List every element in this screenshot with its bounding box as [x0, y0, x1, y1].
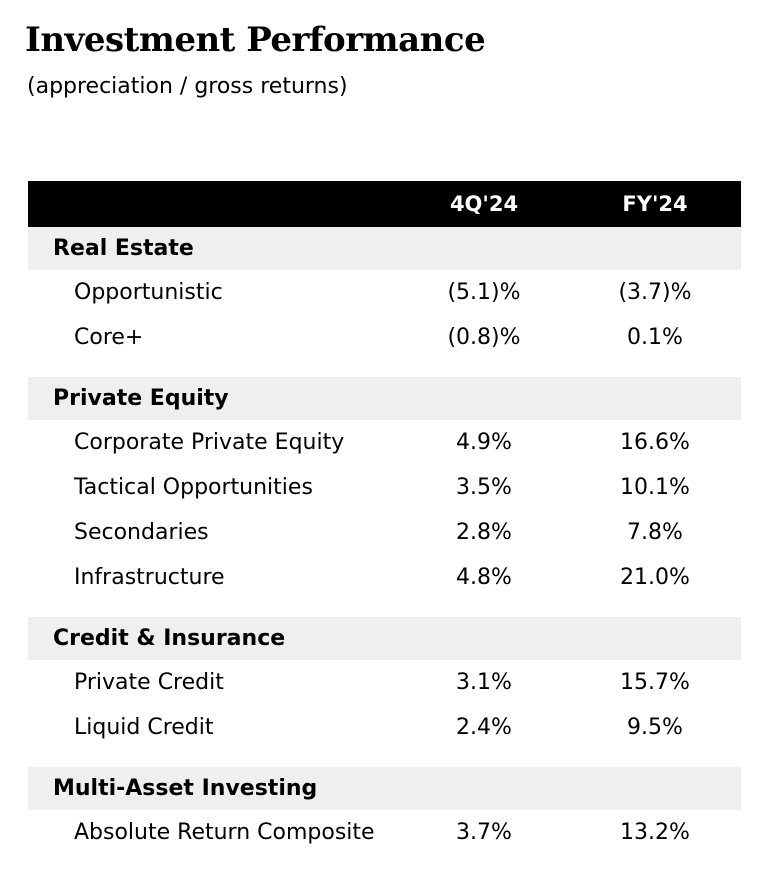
value-fy24: 16.6%	[620, 430, 690, 455]
value-fy24: 0.1%	[627, 325, 683, 350]
column-header-4q24: 4Q'24	[449, 192, 519, 216]
table-row: Tactical Opportunities 3.5% 10.1%	[28, 465, 741, 510]
row-label: Secondaries	[74, 520, 209, 545]
table-row: Secondaries 2.8% 7.8%	[28, 510, 741, 555]
performance-table: 4Q'24 FY'24 Real Estate Opportunistic (5…	[28, 181, 741, 855]
row-label: Absolute Return Composite	[74, 820, 375, 845]
value-4q24: 4.9%	[456, 430, 512, 455]
section-label: Credit & Insurance	[53, 626, 286, 651]
row-label: Tactical Opportunities	[74, 475, 313, 500]
value-fy24: 13.2%	[620, 820, 690, 845]
section-header-credit-insurance: Credit & Insurance	[28, 617, 741, 660]
value-4q24: 3.5%	[456, 475, 512, 500]
table-row: Absolute Return Composite 3.7% 13.2%	[28, 810, 741, 855]
row-label: Core+	[74, 325, 144, 350]
table-row: Private Credit 3.1% 15.7%	[28, 660, 741, 705]
row-label: Corporate Private Equity	[74, 430, 345, 455]
column-header-fy24: FY'24	[622, 192, 688, 216]
value-fy24: 15.7%	[620, 670, 690, 695]
value-4q24: 2.4%	[456, 715, 512, 740]
section-header-private-equity: Private Equity	[28, 377, 741, 420]
value-4q24: 2.8%	[456, 520, 512, 545]
value-4q24: 4.8%	[456, 565, 512, 590]
value-fy24: (3.7)%	[618, 280, 692, 305]
section-spacer	[28, 750, 741, 767]
page-title: Investment Performance	[25, 20, 486, 60]
value-fy24: 7.8%	[627, 520, 683, 545]
value-fy24: 9.5%	[627, 715, 683, 740]
section-label: Private Equity	[53, 386, 229, 411]
row-label: Private Credit	[74, 670, 224, 695]
row-label: Liquid Credit	[74, 715, 214, 740]
table-row: Opportunistic (5.1)% (3.7)%	[28, 270, 741, 315]
value-4q24: (5.1)%	[447, 280, 521, 305]
value-4q24: 3.7%	[456, 820, 512, 845]
section-header-real-estate: Real Estate	[28, 227, 741, 270]
table-header-row: 4Q'24 FY'24	[28, 181, 741, 227]
section-label: Multi-Asset Investing	[53, 776, 318, 801]
section-header-multi-asset-investing: Multi-Asset Investing	[28, 767, 741, 810]
value-fy24: 21.0%	[620, 565, 690, 590]
table-row: Corporate Private Equity 4.9% 16.6%	[28, 420, 741, 465]
row-label: Infrastructure	[74, 565, 225, 590]
row-label: Opportunistic	[74, 280, 223, 305]
section-spacer	[28, 600, 741, 617]
section-label: Real Estate	[53, 236, 194, 261]
value-4q24: (0.8)%	[447, 325, 521, 350]
table-row: Core+ (0.8)% 0.1%	[28, 315, 741, 360]
page-subtitle: (appreciation / gross returns)	[27, 74, 348, 99]
table-row: Infrastructure 4.8% 21.0%	[28, 555, 741, 600]
value-fy24: 10.1%	[620, 475, 690, 500]
value-4q24: 3.1%	[456, 670, 512, 695]
section-spacer	[28, 360, 741, 377]
table-row: Liquid Credit 2.4% 9.5%	[28, 705, 741, 750]
